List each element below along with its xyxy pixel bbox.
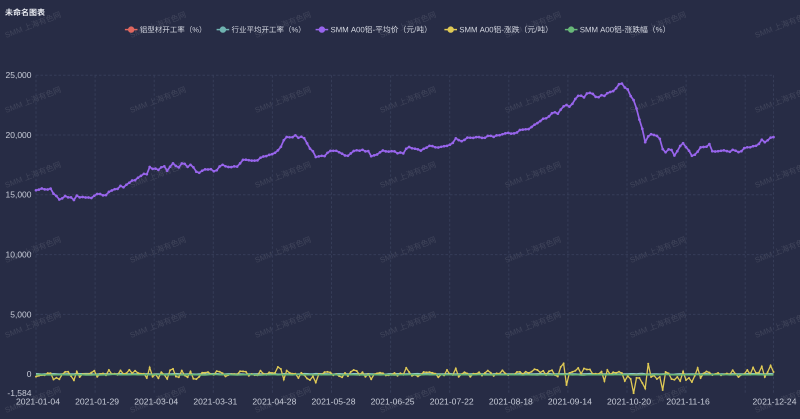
svg-text:5,000: 5,000: [10, 309, 32, 319]
svg-text:2021-03-04: 2021-03-04: [134, 397, 178, 407]
svg-text:2021-05-28: 2021-05-28: [312, 397, 356, 407]
svg-text:15,000: 15,000: [6, 190, 32, 200]
svg-text:25,000: 25,000: [6, 70, 32, 80]
svg-text:2021-12-24: 2021-12-24: [753, 397, 797, 407]
svg-text:2021-08-18: 2021-08-18: [489, 397, 533, 407]
svg-text:20,000: 20,000: [6, 130, 32, 140]
svg-text:2021-11-16: 2021-11-16: [666, 397, 710, 407]
svg-text:0: 0: [27, 369, 32, 379]
svg-text:2021-06-25: 2021-06-25: [371, 397, 415, 407]
svg-text:2021-01-04: 2021-01-04: [16, 397, 60, 407]
svg-text:2021-04-28: 2021-04-28: [252, 397, 296, 407]
svg-text:2021-03-31: 2021-03-31: [193, 397, 237, 407]
svg-text:10,000: 10,000: [6, 250, 32, 260]
svg-text:2021-09-14: 2021-09-14: [548, 397, 592, 407]
svg-text:2021-07-22: 2021-07-22: [430, 397, 474, 407]
svg-text:-1,584: -1,584: [7, 388, 31, 398]
svg-text:2021-10-20: 2021-10-20: [607, 397, 651, 407]
svg-text:2021-01-29: 2021-01-29: [75, 397, 119, 407]
